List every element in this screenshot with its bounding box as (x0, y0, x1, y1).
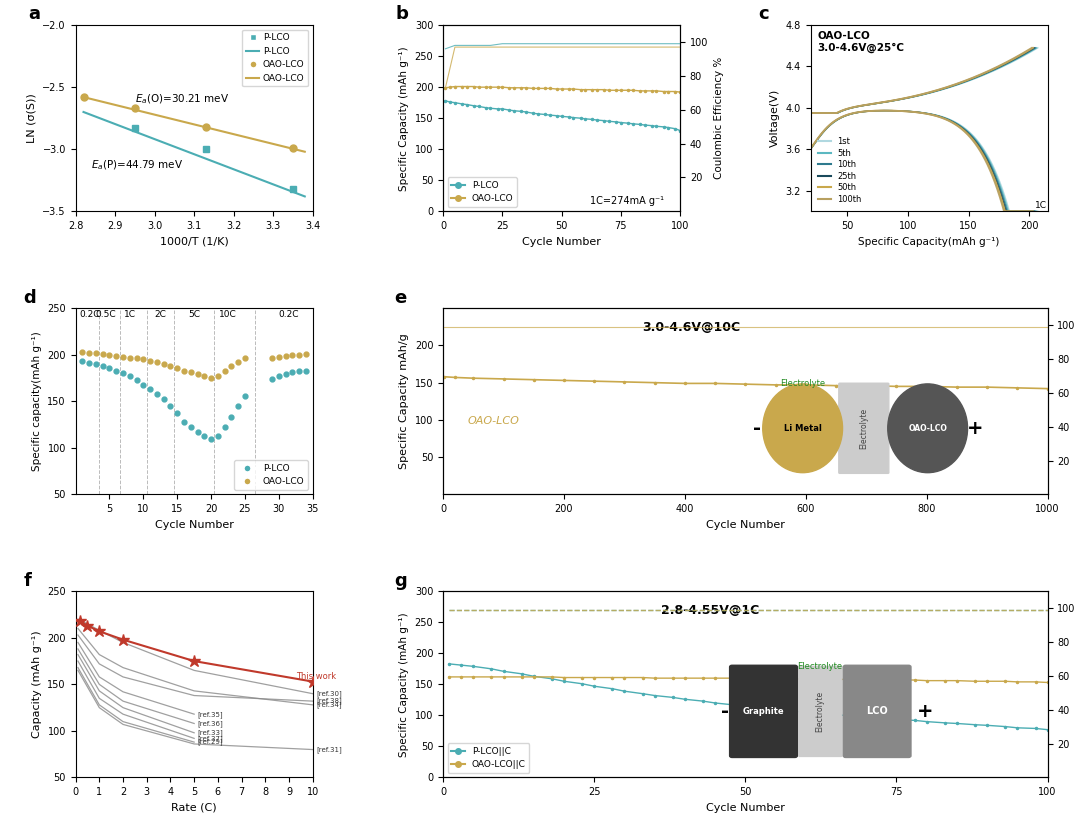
Text: 0.2C: 0.2C (279, 310, 299, 319)
Text: a: a (28, 6, 40, 23)
X-axis label: Rate (C): Rate (C) (172, 803, 217, 813)
Y-axis label: Specific Capacity (mAh g⁻¹): Specific Capacity (mAh g⁻¹) (400, 612, 409, 757)
Text: 3.0-4.6V@10C: 3.0-4.6V@10C (643, 321, 741, 334)
Text: c: c (758, 6, 769, 23)
Text: $\it{E_a}$(O)=30.21 meV: $\it{E_a}$(O)=30.21 meV (135, 92, 229, 106)
Text: d: d (24, 288, 37, 307)
X-axis label: Cycle Number: Cycle Number (154, 520, 233, 530)
Y-axis label: Specific capacity(mAh g⁻¹): Specific capacity(mAh g⁻¹) (31, 331, 42, 472)
Text: [ref.38]: [ref.38] (316, 698, 342, 705)
Text: $\it{E_a}$(P)=44.79 meV: $\it{E_a}$(P)=44.79 meV (92, 158, 184, 171)
Y-axis label: Voltage(V): Voltage(V) (770, 89, 780, 147)
Text: 1C: 1C (1036, 201, 1048, 210)
Text: b: b (395, 6, 408, 23)
Y-axis label: LN (σ(S)): LN (σ(S)) (27, 94, 37, 143)
Legend: P-LCO||C, OAO-LCO||C: P-LCO||C, OAO-LCO||C (447, 743, 529, 773)
Text: g: g (394, 572, 407, 589)
Legend: P-LCO, P-LCO, OAO-LCO, OAO-LCO: P-LCO, P-LCO, OAO-LCO, OAO-LCO (242, 29, 308, 86)
X-axis label: Cycle Number: Cycle Number (706, 803, 785, 813)
Text: OAO-LCO: OAO-LCO (468, 415, 519, 426)
Y-axis label: Capacity (mAh g⁻¹): Capacity (mAh g⁻¹) (31, 630, 42, 738)
Text: 2C: 2C (154, 310, 166, 319)
Text: 0.5C: 0.5C (96, 310, 117, 319)
Text: 1C=274mA g⁻¹: 1C=274mA g⁻¹ (590, 196, 664, 206)
X-axis label: Cycle Number: Cycle Number (706, 520, 785, 530)
X-axis label: Specific Capacity(mAh g⁻¹): Specific Capacity(mAh g⁻¹) (859, 237, 1000, 247)
X-axis label: 1000/T (1/K): 1000/T (1/K) (160, 237, 229, 247)
Text: [ref.36]: [ref.36] (198, 720, 224, 726)
Text: 10C: 10C (219, 310, 237, 319)
Text: [ref.33]: [ref.33] (198, 729, 224, 737)
Legend: P-LCO, OAO-LCO: P-LCO, OAO-LCO (447, 177, 517, 206)
Text: [ref.37]: [ref.37] (198, 735, 224, 742)
Text: [ref.30]: [ref.30] (316, 691, 342, 697)
Text: This work: This work (296, 672, 336, 681)
Text: [ref.31]: [ref.31] (316, 747, 342, 753)
Text: [ref.35]: [ref.35] (198, 711, 224, 717)
Legend: 1st, 5th, 10th, 25th, 50th, 100th: 1st, 5th, 10th, 25th, 50th, 100th (814, 134, 865, 207)
Text: e: e (394, 288, 407, 307)
X-axis label: Cycle Number: Cycle Number (522, 237, 602, 247)
Y-axis label: Specific Capacity mAh/g: Specific Capacity mAh/g (400, 334, 409, 469)
Text: 1C: 1C (124, 310, 136, 319)
Legend: P-LCO, OAO-LCO: P-LCO, OAO-LCO (234, 460, 308, 490)
Y-axis label: Specific Capacity (mAh g⁻¹): Specific Capacity (mAh g⁻¹) (400, 46, 409, 191)
Text: [ref.34]: [ref.34] (316, 701, 342, 708)
Text: [ref.29]: [ref.29] (198, 739, 224, 746)
Text: 0.2C: 0.2C (79, 310, 99, 319)
Text: f: f (24, 572, 31, 589)
Text: 5C: 5C (188, 310, 200, 319)
Text: 2.8-4.55V@1C: 2.8-4.55V@1C (661, 604, 759, 617)
Y-axis label: Coulombic Efficiency %: Coulombic Efficiency % (714, 57, 724, 180)
Text: OAO-LCO
3.0-4.6V@25°C: OAO-LCO 3.0-4.6V@25°C (818, 31, 905, 53)
